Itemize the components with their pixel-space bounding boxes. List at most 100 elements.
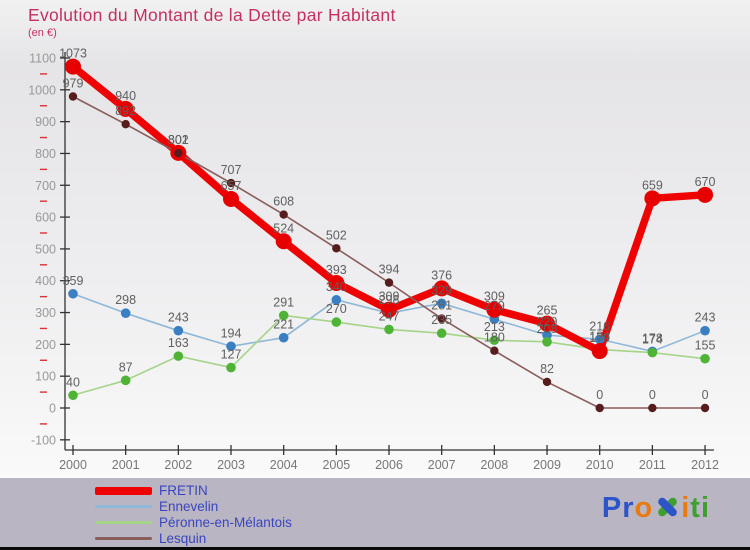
y-tick-label: 800 <box>35 147 56 161</box>
data-point-Ennevelin <box>331 295 342 305</box>
data-point-Péronne-en-Mélantois <box>68 390 78 401</box>
value-label-FRETIN: 309 <box>484 290 505 304</box>
value-label-FRETIN: 309 <box>379 290 400 304</box>
value-label-Lesquin: 0 <box>649 388 656 402</box>
value-label-Lesquin: 0 <box>702 388 709 402</box>
data-point-FRETIN <box>328 274 345 291</box>
chart-title: Evolution du Montant de la Dette par Hab… <box>28 5 396 25</box>
data-point-Ennevelin <box>594 334 605 345</box>
data-point-Ennevelin <box>120 308 131 318</box>
data-point-Lesquin <box>279 210 288 219</box>
data-point-FRETIN <box>697 186 714 203</box>
value-label-FRETIN: 802 <box>168 133 189 147</box>
value-label-Lesquin: 979 <box>63 77 84 91</box>
chart-svg: -100010020030040050060070080090010001100… <box>28 47 719 472</box>
x-tick-label: 2009 <box>533 458 561 472</box>
data-point-Péronne-en-Mélantois <box>384 324 394 335</box>
value-label-Lesquin: 394 <box>379 263 400 277</box>
value-label-Péronne-en-Mélantois: 270 <box>326 302 347 316</box>
y-tick-label: 1100 <box>29 52 56 66</box>
data-point-Lesquin <box>121 119 130 129</box>
legend-swatch-ennevelin <box>95 505 152 508</box>
value-label-Lesquin: 892 <box>115 104 136 118</box>
value-label-Ennevelin: 298 <box>115 293 136 307</box>
y-tick-label: 300 <box>35 306 56 320</box>
data-point-Ennevelin <box>542 330 552 340</box>
legend-label-ennevelin: Ennevelin <box>159 498 219 514</box>
x-tick-label: 2006 <box>375 458 403 472</box>
value-label-Péronne-en-Mélantois: 163 <box>168 336 189 350</box>
data-point-Lesquin <box>700 403 710 413</box>
y-tick-label: 500 <box>35 242 56 256</box>
x-tick-label: 2008 <box>480 458 508 472</box>
data-point-Péronne-en-Mélantois <box>489 335 500 346</box>
y-tick-label: 1000 <box>28 83 56 97</box>
data-point-Ennevelin <box>436 298 447 309</box>
x-tick-label: 2000 <box>59 458 87 472</box>
data-point-FRETIN <box>433 280 450 297</box>
chart-subtitle: (en €) <box>28 27 57 39</box>
x-tick-label: 2003 <box>217 458 245 472</box>
data-point-Lesquin <box>332 244 341 253</box>
value-label-Ennevelin: 340 <box>326 280 347 294</box>
value-label-FRETIN: 657 <box>221 179 242 193</box>
data-point-FRETIN <box>223 190 240 207</box>
data-point-FRETIN <box>591 343 608 360</box>
value-label-Lesquin: 0 <box>596 388 603 402</box>
value-label-FRETIN: 376 <box>431 268 452 282</box>
data-point-Péronne-en-Mélantois <box>542 337 552 347</box>
value-label-Lesquin: 281 <box>431 299 452 313</box>
value-label-FRETIN: 1073 <box>59 47 87 61</box>
y-tick-label: 700 <box>35 179 56 193</box>
legend-label-lesquin: Lesquin <box>159 530 207 546</box>
data-point-Ennevelin <box>173 325 184 336</box>
legend-swatch-peronne <box>95 521 152 524</box>
x-tick-label: 2004 <box>270 458 298 472</box>
legend-swatch-fretin <box>95 486 152 495</box>
data-point-Péronne-en-Mélantois <box>120 375 131 386</box>
data-point-Lesquin <box>68 92 78 101</box>
value-label-Lesquin: 502 <box>326 228 347 242</box>
x-tick-label: 2002 <box>164 458 192 472</box>
value-label-Ennevelin: 359 <box>63 274 84 288</box>
data-point-Ennevelin <box>226 341 236 352</box>
data-point-FRETIN <box>486 301 503 318</box>
data-point-Ennevelin <box>68 288 78 299</box>
y-tick-label: 0 <box>49 402 56 416</box>
data-point-Péronne-en-Mélantois <box>226 362 236 373</box>
value-label-FRETIN: 659 <box>642 178 663 192</box>
y-tick-label: 400 <box>35 274 56 288</box>
data-point-Lesquin <box>595 403 604 413</box>
value-label-FRETIN: 524 <box>273 221 294 235</box>
x-tick-label: 2005 <box>322 458 350 472</box>
value-label-Ennevelin: 243 <box>695 311 716 325</box>
data-point-FRETIN <box>381 301 398 318</box>
x-tick-label: 2012 <box>691 458 719 472</box>
value-label-Ennevelin: 279 <box>484 299 505 313</box>
value-label-Péronne-en-Mélantois: 213 <box>484 320 505 334</box>
legend-item-peronne: Péronne-en-Mélantois <box>95 515 292 530</box>
legend: FRETIN Ennevelin Péronne-en-Mélantois Le… <box>0 478 750 547</box>
value-label-Ennevelin: 194 <box>221 326 242 340</box>
logo-x-icon <box>654 494 680 520</box>
value-label-Péronne-en-Mélantois: 208 <box>537 322 558 336</box>
x-tick-label: 2007 <box>428 458 456 472</box>
data-point-Lesquin <box>384 278 394 287</box>
data-point-Péronne-en-Mélantois <box>436 328 447 339</box>
data-point-Péronne-en-Mélantois <box>331 317 342 327</box>
data-point-Lesquin <box>648 403 657 413</box>
value-label-FRETIN: 179 <box>589 331 610 345</box>
legend-label-fretin: FRETIN <box>159 482 208 498</box>
value-label-Ennevelin: 329 <box>431 283 452 297</box>
y-tick-label: -100 <box>31 433 56 447</box>
data-point-Péronne-en-Mélantois <box>647 347 658 358</box>
y-tick-label: 100 <box>35 370 56 384</box>
x-tick-label: 2001 <box>112 458 140 472</box>
value-label-Lesquin: 180 <box>484 331 505 345</box>
data-point-Lesquin <box>437 314 446 323</box>
data-point-Péronne-en-Mélantois <box>278 310 289 321</box>
value-label-Péronne-en-Mélantois: 174 <box>642 333 663 347</box>
value-label-Ennevelin: 243 <box>168 311 189 325</box>
data-point-Lesquin <box>174 148 183 158</box>
